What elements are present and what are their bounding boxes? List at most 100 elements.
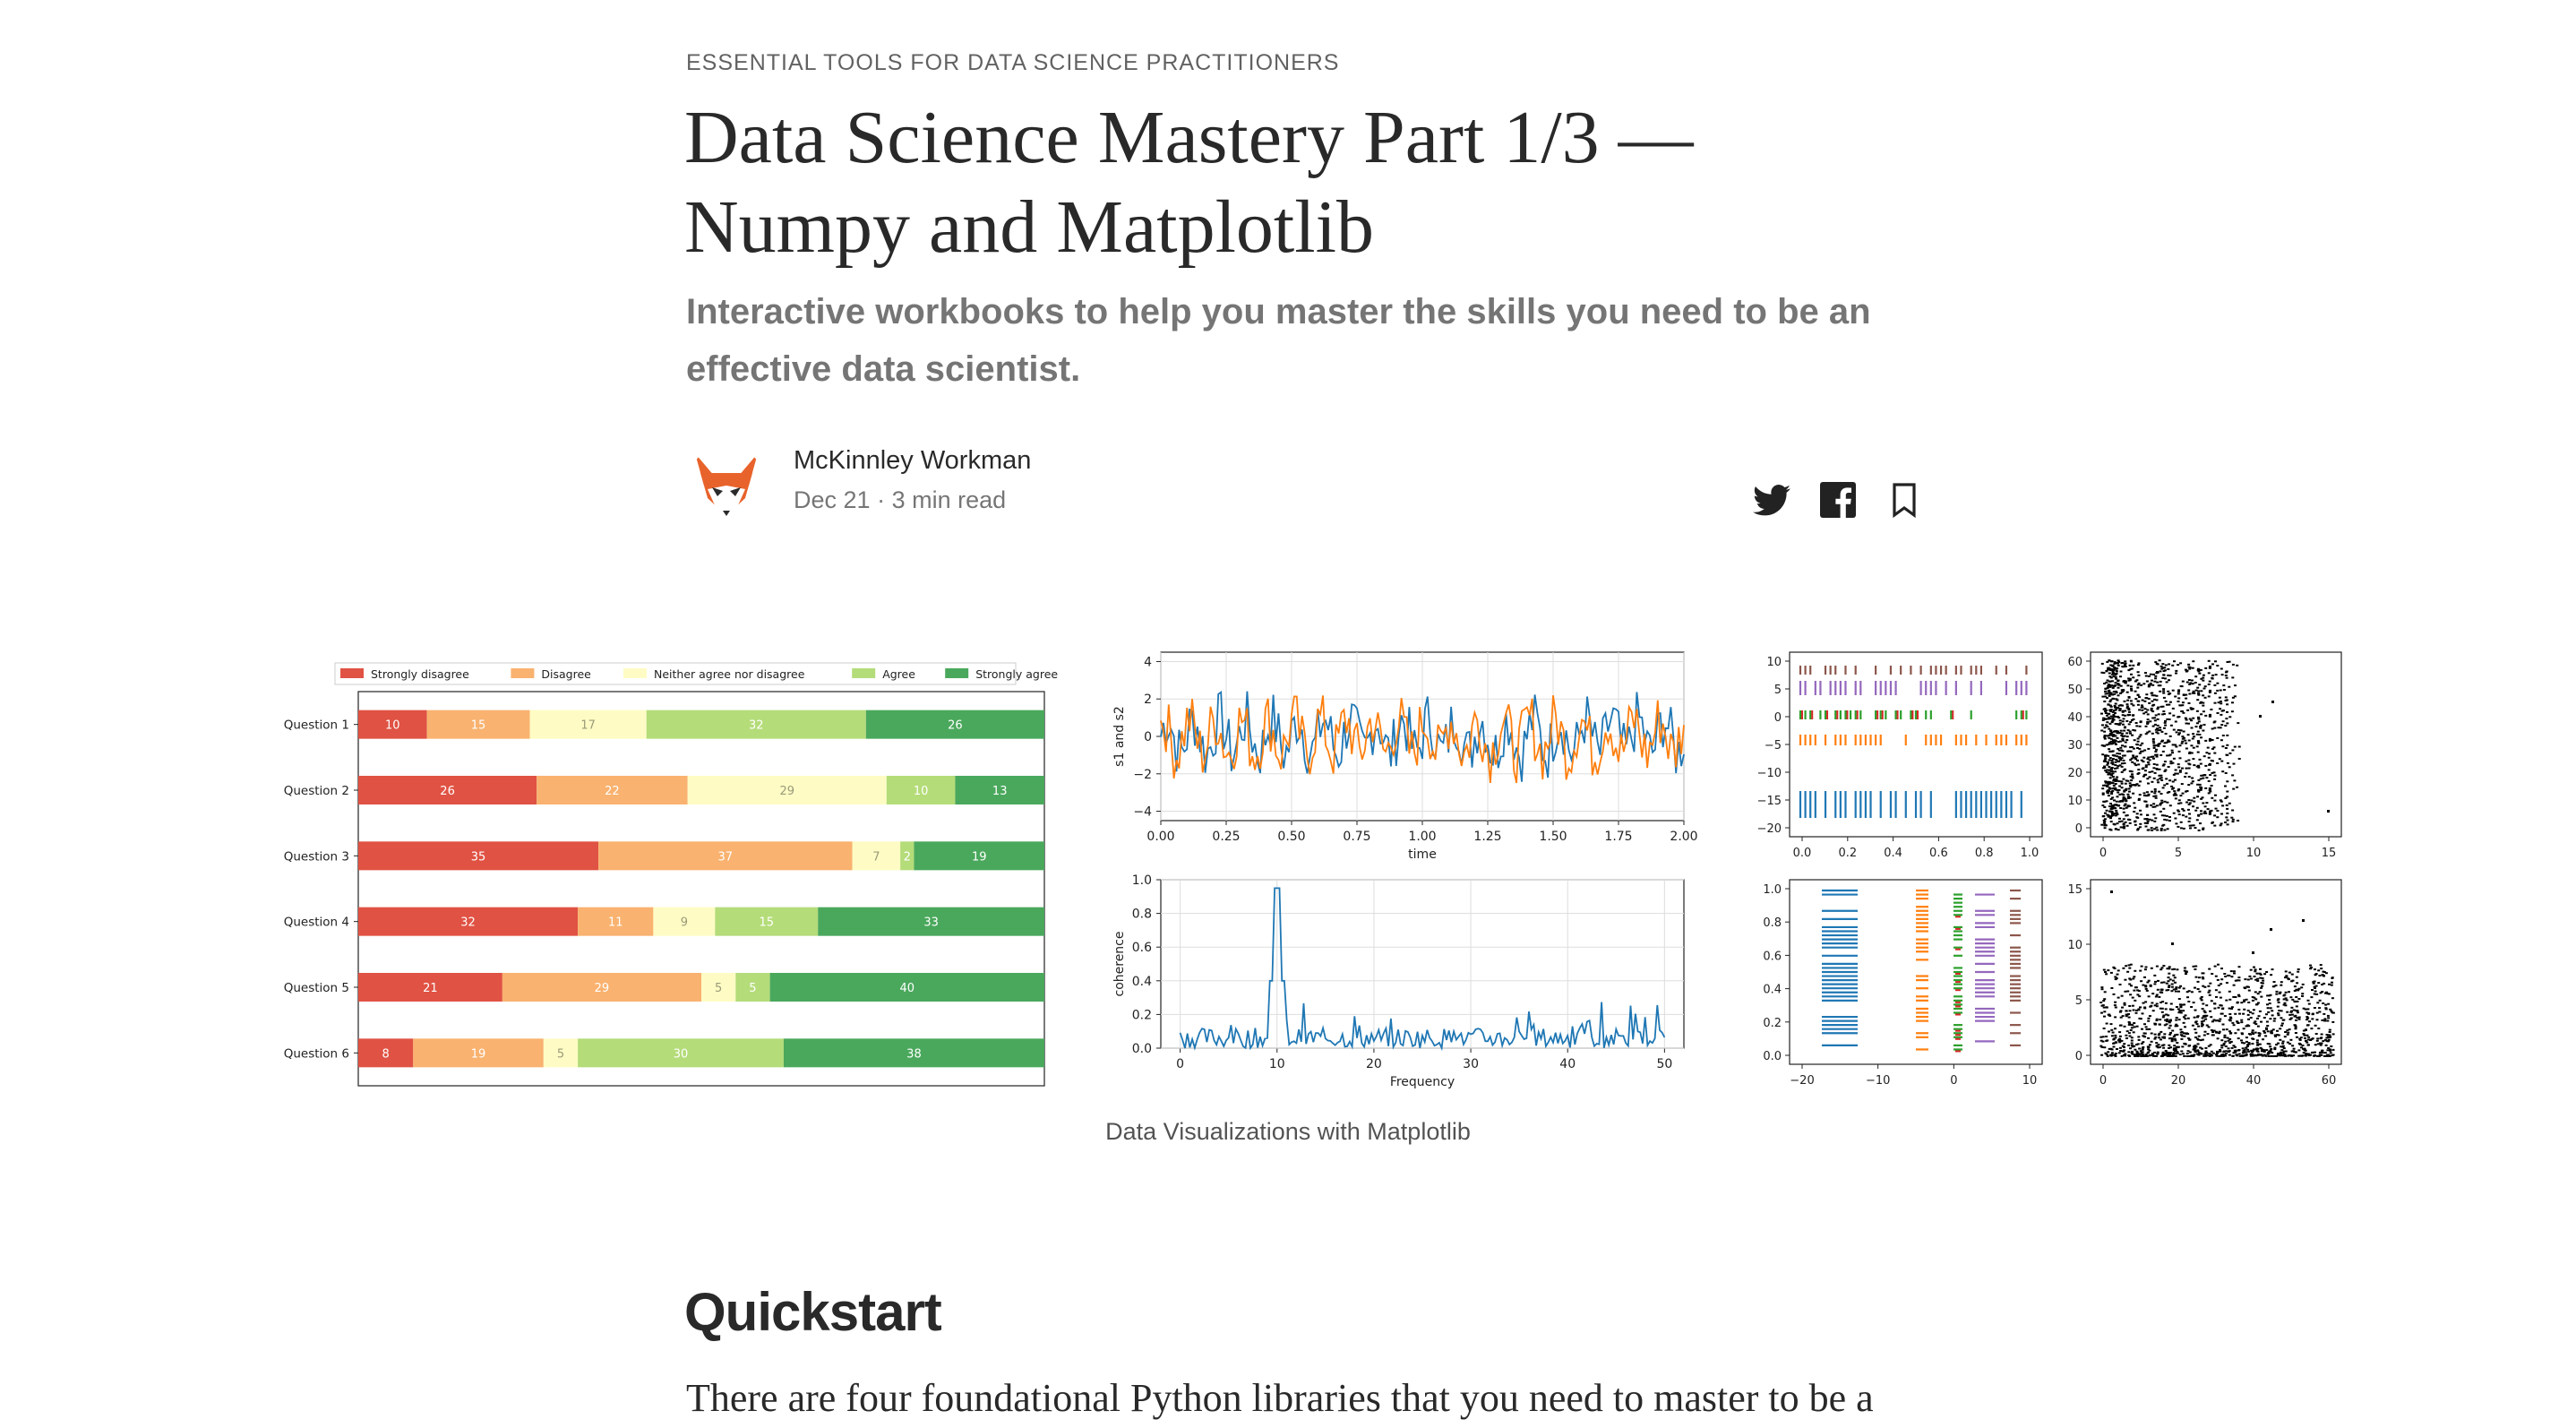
scatter-point bbox=[2104, 718, 2108, 720]
scatter-point bbox=[2105, 1036, 2108, 1037]
scatter-point bbox=[2284, 1031, 2288, 1033]
scatter-point bbox=[2256, 979, 2260, 982]
scatter-point bbox=[2202, 710, 2205, 713]
scatter-point bbox=[2231, 774, 2235, 777]
scatter-point bbox=[2322, 1040, 2325, 1043]
scatter-point bbox=[2118, 793, 2122, 796]
scatter-point bbox=[2245, 1046, 2248, 1049]
author-name[interactable]: McKinnley Workman bbox=[794, 446, 1032, 475]
scatter-point bbox=[2220, 983, 2223, 985]
scatter-point bbox=[2126, 684, 2130, 687]
x-tick-label: 30 bbox=[1463, 1057, 1479, 1071]
y-tick-label: 20 bbox=[2067, 767, 2082, 780]
scatter-point bbox=[2122, 769, 2125, 771]
scatter-point bbox=[2111, 684, 2115, 687]
scatter-point bbox=[2234, 1012, 2237, 1015]
scatter-point bbox=[2152, 803, 2156, 805]
scatter-point bbox=[2323, 1038, 2327, 1041]
scatter-point bbox=[2184, 1014, 2187, 1017]
scatter-point bbox=[2228, 752, 2232, 754]
x-tick-label: 0 bbox=[1950, 1074, 1957, 1088]
scatter-point bbox=[2318, 1011, 2322, 1013]
scatter-point bbox=[2326, 1019, 2330, 1022]
scatter-point bbox=[2162, 823, 2166, 826]
twitter-share-button[interactable] bbox=[1750, 478, 1793, 521]
scatter-point bbox=[2177, 1019, 2181, 1021]
scatter-point bbox=[2161, 764, 2165, 767]
scatter-point bbox=[2160, 793, 2163, 795]
scatter-point bbox=[2123, 729, 2126, 732]
scatter-point bbox=[2179, 1006, 2183, 1009]
scatter-point bbox=[2286, 1029, 2289, 1032]
scatter-point bbox=[2219, 1049, 2222, 1051]
scatter-point bbox=[2200, 813, 2202, 815]
scatter-point bbox=[2114, 684, 2117, 686]
scatter-point bbox=[2200, 1020, 2203, 1023]
author-avatar[interactable] bbox=[686, 446, 767, 527]
scatter-point bbox=[2146, 820, 2150, 822]
scatter-point bbox=[2144, 1054, 2148, 1057]
scatter-point bbox=[2227, 1047, 2230, 1050]
scatter-point bbox=[2295, 1005, 2298, 1008]
scatter-point bbox=[2100, 744, 2104, 747]
scatter-point bbox=[2224, 725, 2228, 727]
scatter-point bbox=[2260, 1020, 2263, 1023]
scatter-point bbox=[2314, 990, 2317, 993]
bar-segment bbox=[358, 776, 537, 804]
scatter-point bbox=[2112, 741, 2116, 744]
scatter-point bbox=[2102, 1000, 2106, 1002]
scatter-point bbox=[2283, 1054, 2287, 1056]
scatter-point bbox=[2146, 721, 2150, 723]
scatter-point bbox=[2237, 1049, 2240, 1052]
scatter-point bbox=[2108, 734, 2111, 736]
scatter-point bbox=[2105, 670, 2108, 673]
scatter-point bbox=[2124, 710, 2127, 712]
scatter-point bbox=[2164, 733, 2168, 735]
scatter-point bbox=[2226, 823, 2229, 826]
scatter-point bbox=[2190, 824, 2194, 827]
scatter-point bbox=[2164, 1054, 2167, 1056]
scatter-point bbox=[2177, 788, 2181, 791]
scatter-point bbox=[2152, 744, 2156, 747]
data-label: 19 bbox=[972, 850, 987, 864]
scatter-point bbox=[2110, 767, 2114, 769]
scatter-point bbox=[2114, 1001, 2117, 1003]
scatter-point bbox=[2178, 757, 2182, 760]
scatter-point bbox=[2199, 727, 2202, 729]
scatter-point bbox=[2215, 995, 2218, 998]
bookmark-button[interactable] bbox=[1883, 478, 1926, 521]
scatter-point bbox=[2108, 675, 2112, 678]
scatter-point bbox=[2302, 1007, 2306, 1010]
scatter-point bbox=[2316, 1002, 2320, 1004]
scatter-point bbox=[2113, 823, 2117, 826]
scatter-point bbox=[2220, 674, 2224, 676]
scatter-point bbox=[2175, 822, 2178, 825]
scatter-point bbox=[2118, 710, 2122, 711]
scatter-point bbox=[2104, 695, 2107, 698]
scatter-point bbox=[2163, 818, 2167, 821]
facebook-share-button[interactable] bbox=[1816, 478, 1859, 521]
scatter-point bbox=[2170, 749, 2174, 752]
scatter-point bbox=[2118, 708, 2122, 710]
scatter-point bbox=[2109, 705, 2113, 708]
scatter-point bbox=[2251, 1029, 2254, 1032]
scatter-point bbox=[2113, 667, 2117, 670]
scatter-point bbox=[2197, 720, 2201, 723]
scatter-point bbox=[2117, 704, 2121, 707]
scatter-point bbox=[2303, 1047, 2306, 1050]
scatter-point bbox=[2108, 685, 2112, 688]
scatter-point bbox=[2110, 890, 2113, 893]
legend-swatch bbox=[511, 668, 535, 678]
scatter-point bbox=[2173, 968, 2176, 970]
scatter-point bbox=[2168, 820, 2171, 822]
scatter-point bbox=[2267, 1055, 2271, 1057]
scatter-point bbox=[2183, 967, 2186, 969]
scatter-point bbox=[2130, 689, 2134, 692]
scatter-point bbox=[2108, 693, 2112, 696]
scatter-point bbox=[2114, 1053, 2117, 1054]
scatter-point bbox=[2110, 793, 2114, 795]
scatter-point bbox=[2114, 787, 2117, 789]
scatter-point bbox=[2213, 778, 2217, 780]
scatter-point bbox=[2121, 738, 2125, 741]
scatter-point bbox=[2192, 1002, 2195, 1004]
